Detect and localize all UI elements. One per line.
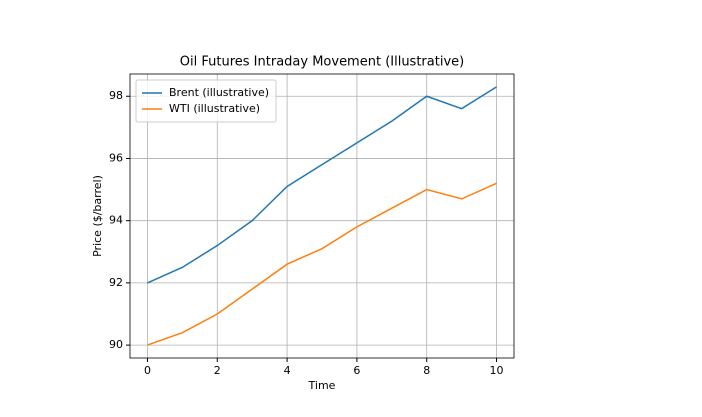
y-tick-label: 90 xyxy=(109,338,123,351)
series-line xyxy=(147,182,497,346)
x-tick-label: 0 xyxy=(144,364,151,377)
chart-title: Oil Futures Intraday Movement (Illustrat… xyxy=(180,55,464,70)
legend-label: Brent (illustrative) xyxy=(169,86,269,99)
x-tick-label: 4 xyxy=(284,364,291,377)
legend-box xyxy=(135,79,277,123)
y-tick-label: 98 xyxy=(109,89,123,102)
y-tick-label: 92 xyxy=(109,276,123,289)
x-axis-label: Time xyxy=(308,379,336,392)
legend-label: WTI (illustrative) xyxy=(169,102,260,115)
x-tick-label: 2 xyxy=(214,364,221,377)
plot-frame xyxy=(129,73,515,359)
y-tick-label: 96 xyxy=(109,151,123,164)
x-tick-label: 8 xyxy=(423,364,430,377)
x-tick-label: 10 xyxy=(490,364,504,377)
y-axis-label: Price ($/barrel) xyxy=(91,175,104,257)
y-tick-label: 94 xyxy=(109,214,123,227)
series-line xyxy=(147,86,497,284)
x-tick-label: 6 xyxy=(353,364,360,377)
